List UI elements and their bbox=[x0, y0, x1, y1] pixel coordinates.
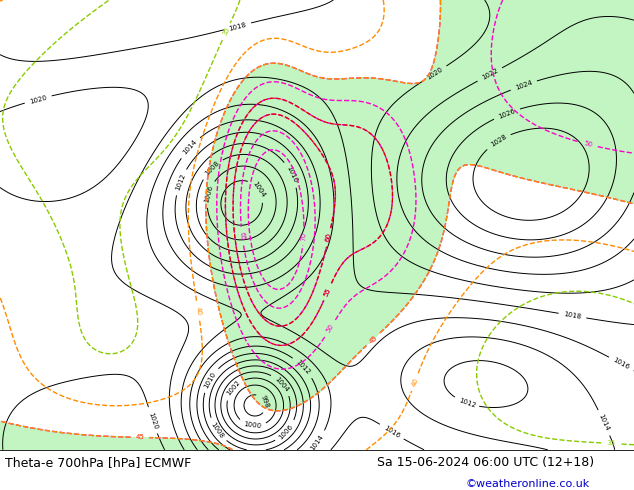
Text: 1008: 1008 bbox=[204, 160, 220, 177]
Text: Theta-e 700hPa [hPa] ECMWF: Theta-e 700hPa [hPa] ECMWF bbox=[5, 456, 191, 469]
Text: 1028: 1028 bbox=[489, 134, 507, 148]
Text: 1014: 1014 bbox=[309, 433, 325, 451]
Text: 55: 55 bbox=[323, 287, 332, 297]
Text: ©weatheronline.co.uk: ©weatheronline.co.uk bbox=[466, 479, 590, 489]
Text: 1002: 1002 bbox=[225, 379, 242, 397]
Text: 1014: 1014 bbox=[597, 414, 611, 432]
Text: 45: 45 bbox=[368, 334, 378, 344]
Text: 1022: 1022 bbox=[481, 68, 499, 81]
Text: 1020: 1020 bbox=[147, 411, 158, 430]
Text: 1010: 1010 bbox=[285, 165, 298, 184]
Text: 1020: 1020 bbox=[425, 66, 444, 81]
Text: 998: 998 bbox=[260, 394, 271, 409]
Text: 55: 55 bbox=[323, 287, 332, 297]
Text: 45: 45 bbox=[136, 434, 145, 441]
Text: 1014: 1014 bbox=[182, 139, 198, 156]
Text: 1012: 1012 bbox=[295, 359, 311, 376]
Text: 50: 50 bbox=[583, 141, 593, 148]
Text: 40: 40 bbox=[411, 377, 419, 387]
Text: 1018: 1018 bbox=[563, 311, 582, 320]
Text: 70: 70 bbox=[301, 231, 307, 241]
Text: 1016: 1016 bbox=[612, 357, 631, 371]
Text: 1006: 1006 bbox=[278, 423, 295, 441]
Text: 1024: 1024 bbox=[514, 79, 533, 91]
Text: Sa 15-06-2024 06:00 UTC (12+18): Sa 15-06-2024 06:00 UTC (12+18) bbox=[377, 456, 594, 469]
Text: 1018: 1018 bbox=[228, 21, 247, 31]
Text: 45: 45 bbox=[368, 334, 378, 344]
Text: 60: 60 bbox=[325, 232, 333, 243]
Text: 50: 50 bbox=[326, 322, 335, 333]
Text: 1004: 1004 bbox=[251, 180, 266, 199]
Text: 40: 40 bbox=[195, 307, 202, 316]
Text: 1010: 1010 bbox=[203, 370, 217, 389]
Text: 1000: 1000 bbox=[243, 421, 262, 430]
Text: 1012: 1012 bbox=[174, 172, 186, 192]
Text: 35: 35 bbox=[606, 440, 615, 447]
Text: 45: 45 bbox=[136, 434, 145, 441]
Text: 1008: 1008 bbox=[209, 421, 224, 440]
Text: 35: 35 bbox=[222, 26, 231, 37]
Text: 65: 65 bbox=[239, 231, 246, 241]
Text: 60: 60 bbox=[325, 232, 333, 243]
Text: 1004: 1004 bbox=[274, 375, 290, 392]
Text: 1012: 1012 bbox=[458, 397, 477, 409]
Text: 1006: 1006 bbox=[204, 185, 214, 203]
Text: 1020: 1020 bbox=[29, 94, 48, 104]
Text: 1026: 1026 bbox=[497, 107, 516, 120]
Text: 1016: 1016 bbox=[382, 424, 401, 439]
